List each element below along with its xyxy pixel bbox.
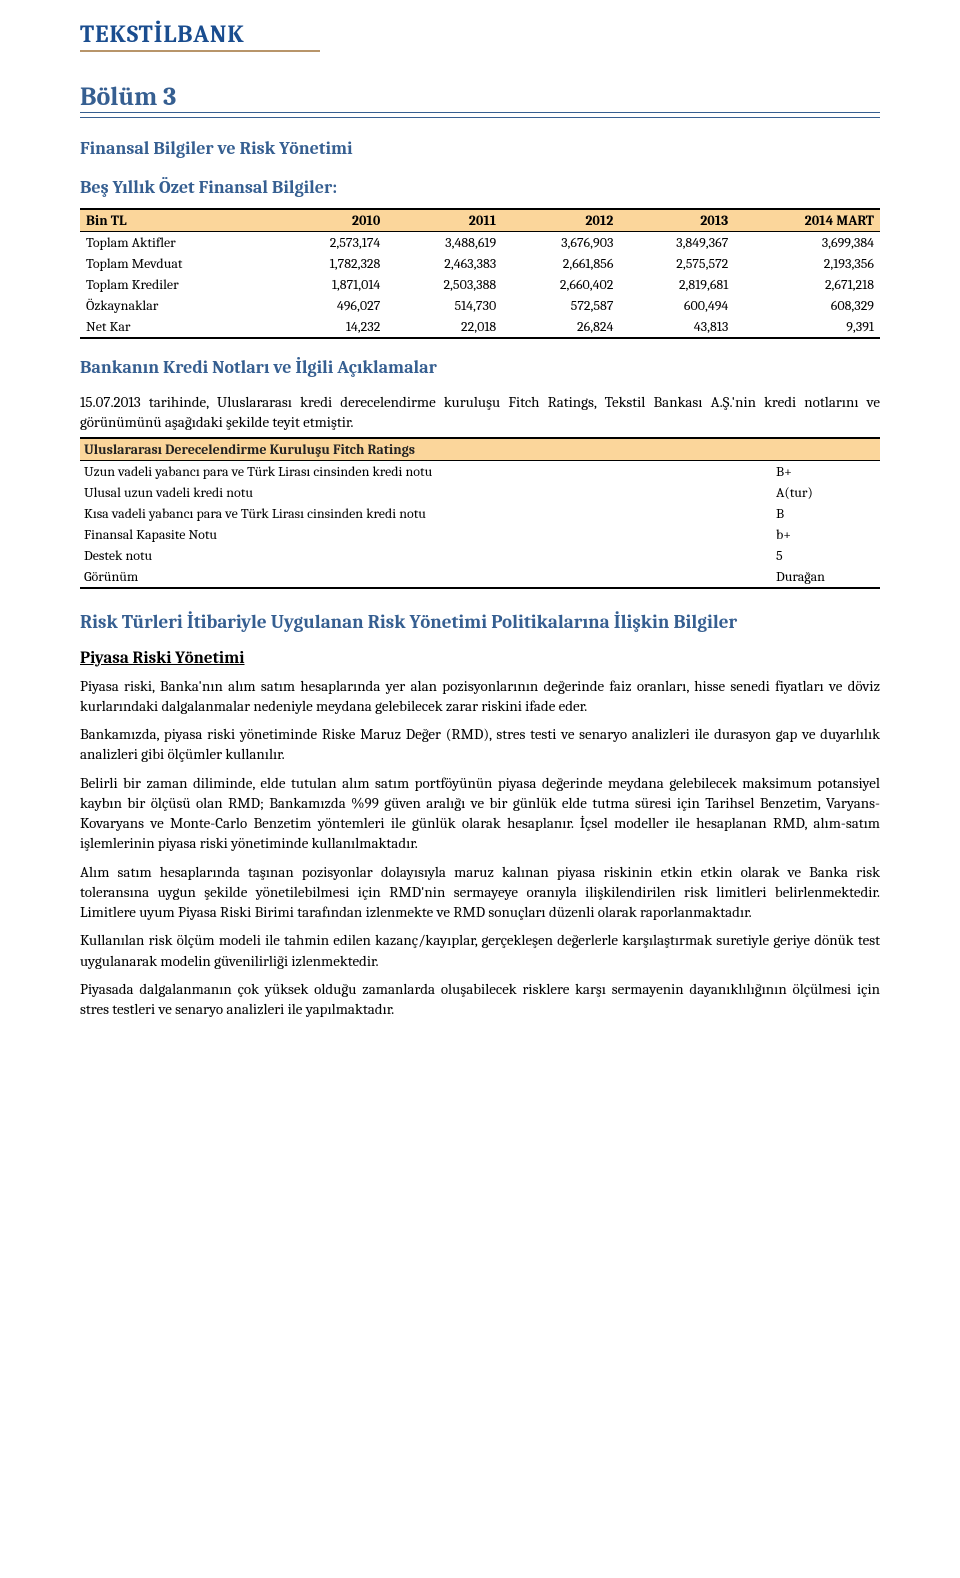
table-row: Toplam Mevduat 1,782,328 2,463,383 2,661… [80, 253, 880, 274]
paragraph: Alım satım hesaplarında taşınan pozisyon… [80, 862, 880, 923]
table-body: Toplam Aktifler 2,573,174 3,488,619 3,67… [80, 232, 880, 339]
rating-label: Uzun vadeli yabancı para ve Türk Lirası … [80, 460, 772, 482]
rating-label: Kısa vadeli yabancı para ve Türk Lirası … [80, 503, 772, 524]
rating-label: Görünüm [80, 566, 772, 588]
cell: Toplam Aktifler [80, 232, 274, 254]
rating-label: Finansal Kapasite Notu [80, 524, 772, 545]
cell: 2,463,383 [386, 253, 502, 274]
credit-notes-title: Bankanın Kredi Notları ve İlgili Açıklam… [80, 357, 880, 378]
rating-value: B [772, 503, 880, 524]
cell: 572,587 [502, 295, 619, 316]
cell: Net Kar [80, 316, 274, 338]
cell: 2,503,388 [386, 274, 502, 295]
cell: 3,699,384 [734, 232, 880, 254]
cell: 22,018 [386, 316, 502, 338]
cell: 2,573,174 [274, 232, 386, 254]
rating-value: Durağan [772, 566, 880, 588]
sub-title-finansal: Finansal Bilgiler ve Risk Yönetimi [80, 138, 880, 159]
cell: Özkaynaklar [80, 295, 274, 316]
paragraph: Kullanılan risk ölçüm modeli ile tahmin … [80, 930, 880, 971]
page: TEKSTİLBANK Bölüm 3 Finansal Bilgiler ve… [0, 0, 960, 1067]
cell: 2,575,572 [619, 253, 734, 274]
table-header-row: Bin TL 2010 2011 2012 2013 2014 MART [80, 209, 880, 232]
col-header: 2014 MART [734, 209, 880, 232]
logo-rule [80, 50, 320, 52]
credit-notes-explain: 15.07.2013 tarihinde, Uluslararası kredi… [80, 392, 880, 433]
table-row: Toplam Krediler 1,871,014 2,503,388 2,66… [80, 274, 880, 295]
cell: Toplam Krediler [80, 274, 274, 295]
cell: Toplam Mevduat [80, 253, 274, 274]
table-row: Özkaynaklar 496,027 514,730 572,587 600,… [80, 295, 880, 316]
cell: 26,824 [502, 316, 619, 338]
section-underline [80, 117, 880, 118]
paragraph: Belirli bir zaman diliminde, elde tutula… [80, 773, 880, 854]
ratings-header: Uluslararası Derecelendirme Kuruluşu Fit… [80, 438, 880, 461]
section-title: Bölüm 3 [80, 82, 880, 113]
cell: 2,660,402 [502, 274, 619, 295]
piyasa-title: Piyasa Riski Yönetimi [80, 649, 880, 668]
cell: 1,871,014 [274, 274, 386, 295]
financial-table: Bin TL 2010 2011 2012 2013 2014 MART Top… [80, 208, 880, 339]
rating-row: Finansal Kapasite Notu b+ [80, 524, 880, 545]
paragraph: Bankamızda, piyasa riski yönetiminde Ris… [80, 724, 880, 765]
cell: 514,730 [386, 295, 502, 316]
risk-title: Risk Türleri İtibariyle Uygulanan Risk Y… [80, 611, 880, 633]
rating-row: Görünüm Durağan [80, 566, 880, 588]
cell: 14,232 [274, 316, 386, 338]
rating-label: Ulusal uzun vadeli kredi notu [80, 482, 772, 503]
col-header: 2012 [502, 209, 619, 232]
ratings-header-row: Uluslararası Derecelendirme Kuruluşu Fit… [80, 438, 880, 461]
table-row: Toplam Aktifler 2,573,174 3,488,619 3,67… [80, 232, 880, 254]
ratings-table: Uluslararası Derecelendirme Kuruluşu Fit… [80, 437, 880, 589]
logo-text: TEKSTİLBANK [80, 20, 245, 48]
cell: 608,329 [734, 295, 880, 316]
paragraph: Piyasa riski, Banka'nın alım satım hesap… [80, 676, 880, 717]
rating-label: Destek notu [80, 545, 772, 566]
paragraph: Piyasada dalgalanmanın çok yüksek olduğu… [80, 979, 880, 1020]
rating-value: 5 [772, 545, 880, 566]
cell: 2,819,681 [619, 274, 734, 295]
cell: 496,027 [274, 295, 386, 316]
col-header: 2013 [619, 209, 734, 232]
cell: 2,661,856 [502, 253, 619, 274]
table-row: Net Kar 14,232 22,018 26,824 43,813 9,39… [80, 316, 880, 338]
col-header: 2011 [386, 209, 502, 232]
cell: 3,676,903 [502, 232, 619, 254]
rating-value: A(tur) [772, 482, 880, 503]
col-header: Bin TL [80, 209, 274, 232]
rating-value: b+ [772, 524, 880, 545]
sub-title-ozet: Beş Yıllık Özet Finansal Bilgiler: [80, 177, 880, 198]
cell: 43,813 [619, 316, 734, 338]
rating-row: Destek notu 5 [80, 545, 880, 566]
cell: 3,488,619 [386, 232, 502, 254]
cell: 1,782,328 [274, 253, 386, 274]
cell: 9,391 [734, 316, 880, 338]
col-header: 2010 [274, 209, 386, 232]
cell: 2,193,356 [734, 253, 880, 274]
cell: 600,494 [619, 295, 734, 316]
cell: 2,671,218 [734, 274, 880, 295]
rating-row: Uzun vadeli yabancı para ve Türk Lirası … [80, 460, 880, 482]
rating-row: Kısa vadeli yabancı para ve Türk Lirası … [80, 503, 880, 524]
rating-value: B+ [772, 460, 880, 482]
cell: 3,849,367 [619, 232, 734, 254]
rating-row: Ulusal uzun vadeli kredi notu A(tur) [80, 482, 880, 503]
logo: TEKSTİLBANK [80, 20, 880, 52]
